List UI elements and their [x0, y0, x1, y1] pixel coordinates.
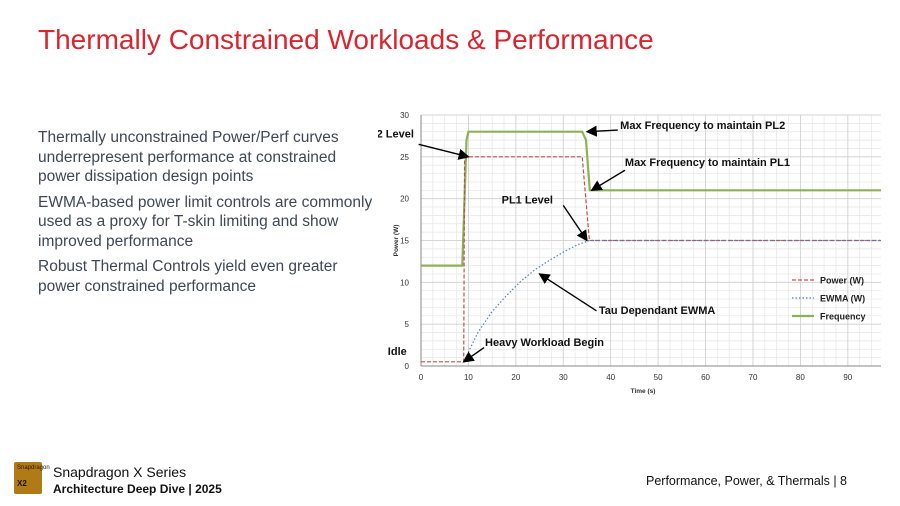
- y-tick-label: 15: [400, 237, 409, 246]
- annotation-arrows: [418, 125, 626, 363]
- annotation-label: PL1 Level: [502, 195, 553, 207]
- annotation-label: Max Frequency to maintain PL2: [620, 120, 785, 132]
- x-tick-label: 70: [749, 373, 758, 382]
- x-tick-label: 0: [419, 373, 424, 382]
- y-tick-label: 20: [400, 195, 409, 204]
- x-tick-label: 80: [796, 373, 805, 382]
- annotation-arrow: [538, 273, 597, 312]
- bullet-item: Robust Thermal Controls yield even great…: [38, 258, 338, 295]
- logo-series: X2: [17, 479, 27, 488]
- annotation-arrow: [585, 125, 618, 137]
- bullet-item: Thermally unconstrained Power/Perf curve…: [38, 129, 339, 185]
- x-axis-title: Time (s): [631, 388, 656, 395]
- x-tick-label: 10: [464, 373, 473, 382]
- power-time-chart: 0 10 20 30 40 50 60 70 80 90 0 5 10 15 20 25 30 Time (s) P…: [378, 111, 881, 395]
- annotation-label: Tau Dependant EWMA: [599, 305, 716, 317]
- annotation-label: PL2 Level: [378, 129, 414, 141]
- y-tick-label: 5: [405, 320, 410, 329]
- x-tick-label: 60: [701, 373, 710, 382]
- y-tick-label: 0: [405, 362, 410, 371]
- legend-label: Power (W): [820, 276, 864, 286]
- x-tick-label: 30: [559, 373, 568, 382]
- logo-wordmark: Snapdragon: [17, 465, 50, 471]
- x-tick-label: 50: [654, 373, 663, 382]
- annotation-arrow: [462, 347, 485, 363]
- chart-axes: 0 10 20 30 40 50 60 70 80 90 0 5 10 15 20 25 30 Time (s) P…: [393, 111, 881, 395]
- brand-event-name: Architecture Deep Dive | 2025: [53, 482, 222, 496]
- annotation-label: Heavy Workload Begin: [485, 337, 604, 349]
- series-line-ewma-w: [463, 239, 881, 363]
- chart-annotations: PL2 Level Max Frequency to maintain PL2 Ma…: [378, 120, 790, 358]
- annotation-arrow: [590, 169, 626, 192]
- y-axis-title: Power (W): [393, 225, 400, 257]
- annotation-arrow: [418, 143, 470, 160]
- slide-title: Thermally Constrained Workloads & Perfor…: [38, 24, 654, 55]
- annotation-label: Idle: [388, 346, 407, 358]
- y-tick-label: 10: [400, 278, 409, 287]
- annotation-arrow: [562, 204, 588, 242]
- section-page-label: Performance, Power, & Thermals | 8: [646, 474, 848, 488]
- chart-legend: Power (W) EWMA (W) Frequency: [792, 276, 866, 322]
- snapdragon-logo: Snapdragon X2: [14, 462, 50, 494]
- y-tick-label: 30: [400, 111, 409, 120]
- legend-label: EWMA (W): [820, 294, 865, 304]
- legend-label: Frequency: [820, 312, 866, 322]
- x-tick-label: 90: [843, 373, 852, 382]
- brand-series-name: Snapdragon X Series: [53, 464, 187, 480]
- series-line-frequency: [421, 130, 881, 267]
- x-tick-label: 20: [511, 373, 520, 382]
- x-tick-label: 40: [606, 373, 615, 382]
- bullet-item: EWMA-based power limit controls are comm…: [38, 193, 373, 250]
- bullet-list: Thermally unconstrained Power/Perf curve…: [38, 128, 378, 302]
- annotation-label: Max Frequency to maintain PL1: [625, 157, 790, 169]
- y-tick-label: 25: [400, 153, 409, 162]
